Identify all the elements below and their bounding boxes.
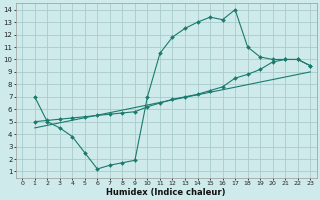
X-axis label: Humidex (Indice chaleur): Humidex (Indice chaleur) xyxy=(107,188,226,197)
